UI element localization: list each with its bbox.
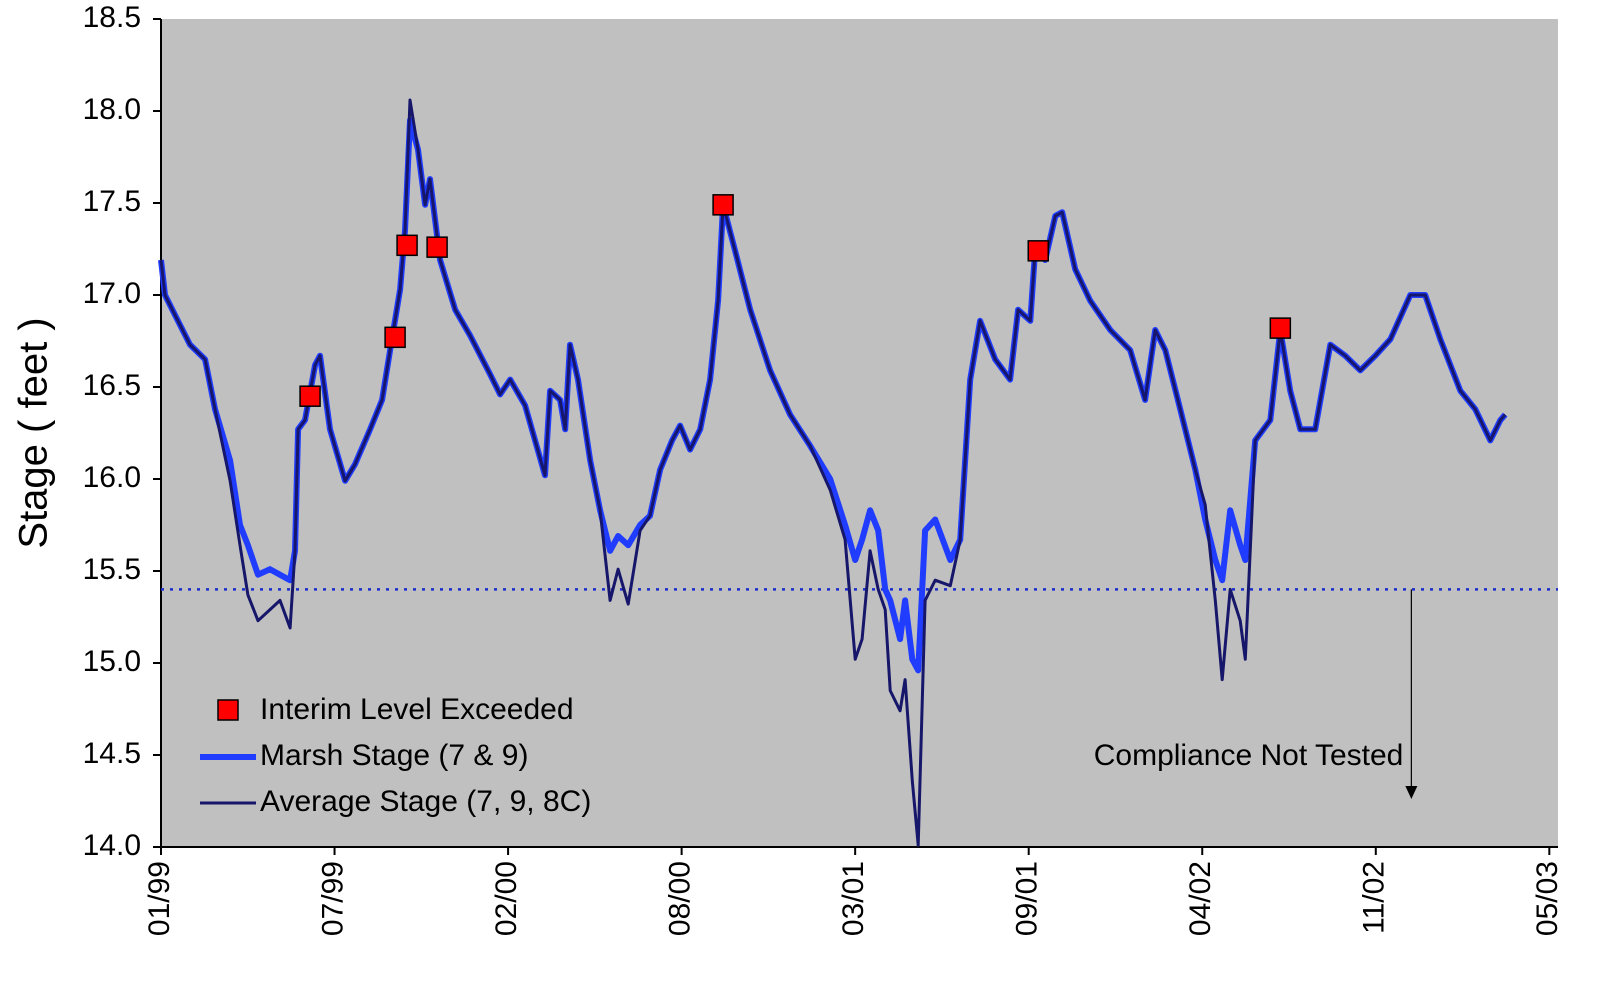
y-tick-label: 18.5: [83, 1, 141, 34]
y-tick-label: 16.0: [83, 461, 141, 494]
x-tick-label: 09/01: [1011, 861, 1044, 936]
y-tick-label: 18.0: [83, 93, 141, 126]
exceedance-marker: [712, 194, 734, 216]
y-tick-label: 17.5: [83, 185, 141, 218]
legend-label: Interim Level Exceeded: [260, 693, 574, 726]
x-tick-label: 11/02: [1358, 861, 1391, 934]
exceedance-marker: [396, 234, 418, 257]
x-tick-label: 03/01: [837, 861, 870, 936]
y-axis-label: Stage ( feet ): [12, 317, 56, 548]
y-tick-label: 16.5: [83, 369, 141, 402]
exceedance-marker: [426, 236, 448, 258]
exceedance-marker: [1027, 240, 1049, 262]
x-tick-label: 07/99: [316, 861, 349, 936]
exceedance-marker: [384, 326, 406, 349]
annotation: Compliance Not Tested: [1094, 739, 1404, 772]
line-series: [159, 98, 1507, 847]
exceedance-marker: [1269, 317, 1292, 339]
x-tick-label: 02/00: [490, 861, 523, 936]
legend: Interim Level Exceeded Marsh Stage (7 & 9…: [200, 693, 591, 818]
y-tick-label: 14.5: [83, 737, 141, 770]
y-tick-label: 17.0: [83, 277, 141, 310]
y-tick-label: 14.0: [83, 829, 141, 862]
legend-label: Average Stage (7, 9, 8C): [260, 785, 591, 818]
legend-label: Marsh Stage (7 & 9): [260, 739, 528, 772]
y-tick-label: 15.0: [83, 645, 141, 678]
x-tick-label: 05/03: [1531, 861, 1564, 936]
y-tick-label: 15.5: [83, 553, 141, 586]
x-tick-label: 08/00: [664, 861, 697, 936]
exceedance-marker: [299, 385, 321, 407]
legend-marker: [217, 699, 239, 721]
plot-area: [161, 19, 1558, 847]
x-tick-label: 04/02: [1184, 861, 1217, 936]
x-tick-label: 01/99: [143, 861, 176, 936]
arrow-head: [1405, 786, 1418, 799]
